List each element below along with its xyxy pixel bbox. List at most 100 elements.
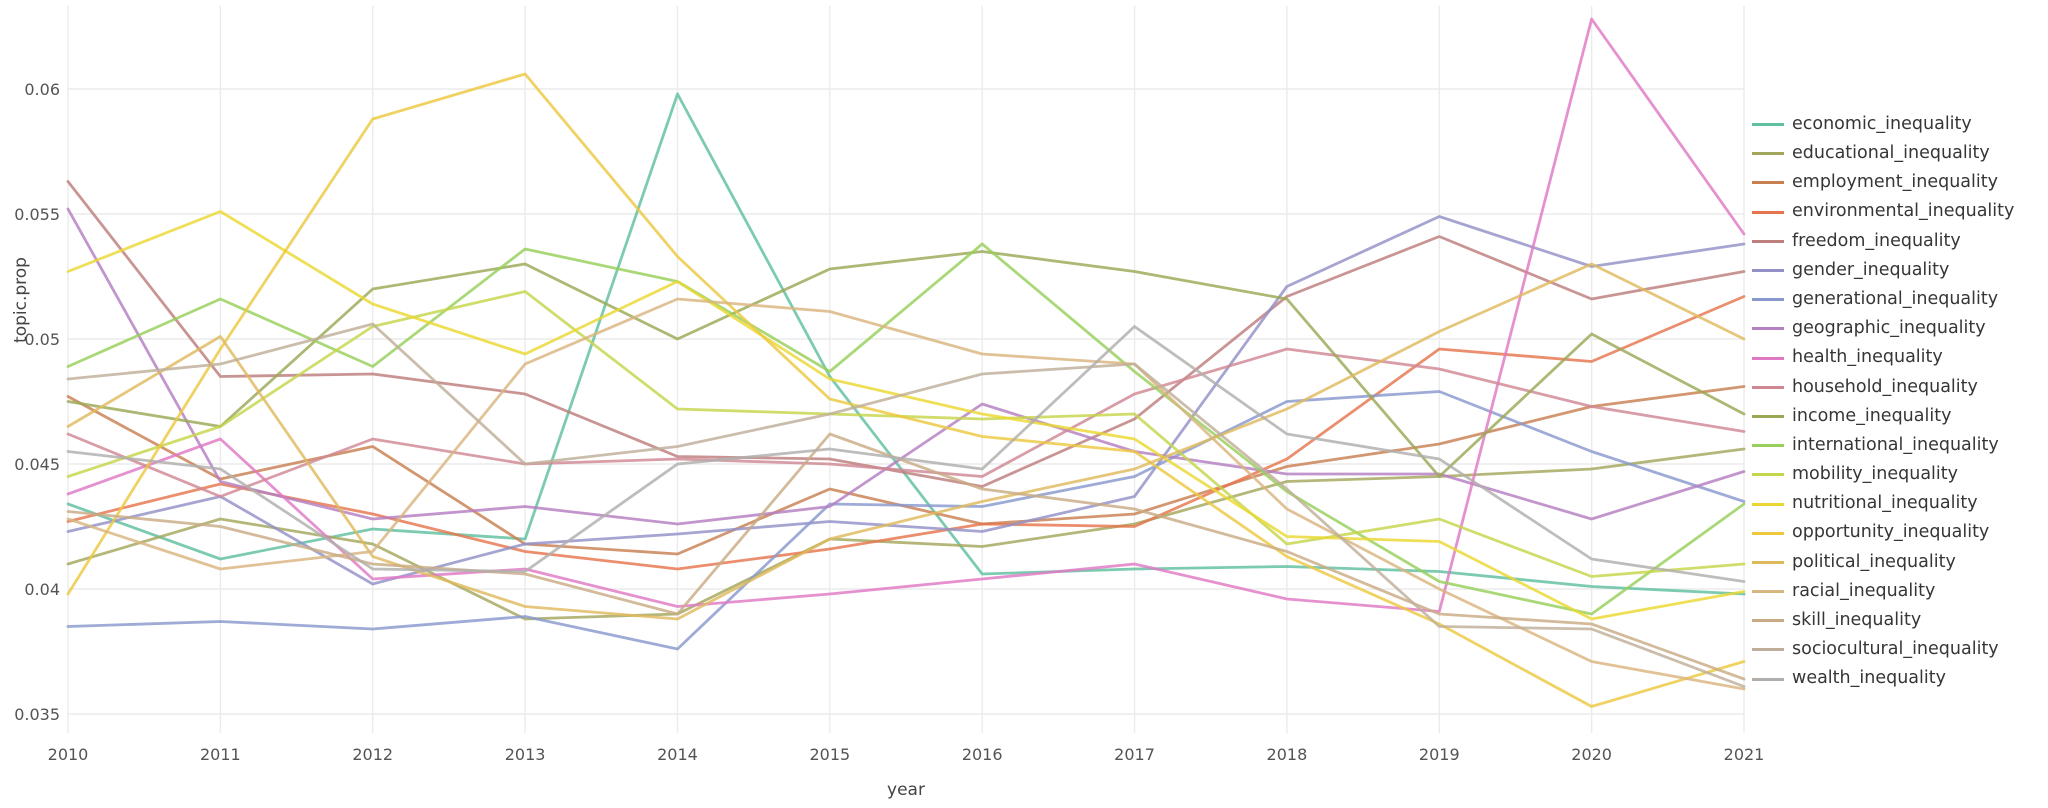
legend-item-sociocultural_inequality[interactable]: sociocultural_inequality	[1752, 635, 2014, 664]
legend-label: freedom_inequality	[1792, 230, 1961, 251]
legend-label: economic_inequality	[1792, 113, 1972, 134]
gridlines	[67, 6, 1745, 733]
legend-label: generational_inequality	[1792, 288, 1999, 309]
legend-item-educational_inequality[interactable]: educational_inequality	[1752, 139, 2014, 168]
legend-swatch	[1752, 239, 1784, 243]
x-tick-label: 2017	[1114, 745, 1155, 764]
y-tick-label: 0.05	[24, 330, 60, 349]
legend-swatch	[1752, 327, 1784, 331]
y-tick-label: 0.045	[14, 455, 60, 474]
legend-item-freedom_inequality[interactable]: freedom_inequality	[1752, 227, 2014, 256]
legend-label: income_inequality	[1792, 405, 1952, 426]
legend-item-mobility_inequality[interactable]: mobility_inequality	[1752, 460, 2014, 489]
series-line-wealth_inequality	[66, 325, 1746, 583]
legend-item-generational_inequality[interactable]: generational_inequality	[1752, 285, 2014, 314]
legend-swatch	[1752, 123, 1784, 127]
legend-swatch	[1752, 677, 1784, 681]
legend: economic_inequality educational_inequalit…	[1752, 110, 2014, 694]
series-line-geographic_inequality	[66, 207, 1746, 526]
legend-item-wealth_inequality[interactable]: wealth_inequality	[1752, 665, 2014, 694]
legend-item-environmental_inequality[interactable]: environmental_inequality	[1752, 198, 2014, 227]
legend-item-income_inequality[interactable]: income_inequality	[1752, 402, 2014, 431]
legend-item-gender_inequality[interactable]: gender_inequality	[1752, 256, 2014, 285]
legend-label: educational_inequality	[1792, 143, 1990, 164]
series-line-international_inequality	[66, 242, 1746, 616]
x-tick-label: 2019	[1419, 745, 1460, 764]
legend-label: mobility_inequality	[1792, 464, 1959, 485]
y-tick-label: 0.06	[24, 80, 60, 99]
legend-label: skill_inequality	[1792, 610, 1922, 631]
legend-label: political_inequality	[1792, 551, 1956, 572]
x-tick-label: 2018	[1267, 745, 1308, 764]
series-line-racial_inequality	[66, 297, 1746, 691]
series-line-sociocultural_inequality	[66, 322, 1746, 688]
x-axis-title: year	[887, 780, 925, 800]
legend-label: household_inequality	[1792, 376, 1978, 397]
series-line-opportunity_inequality	[66, 72, 1746, 708]
legend-item-nutritional_inequality[interactable]: nutritional_inequality	[1752, 489, 2014, 518]
legend-swatch	[1752, 531, 1784, 535]
legend-item-geographic_inequality[interactable]: geographic_inequality	[1752, 314, 2014, 343]
legend-swatch	[1752, 619, 1784, 623]
series-line-income_inequality	[66, 250, 1746, 478]
series-line-nutritional_inequality	[66, 210, 1746, 621]
legend-swatch	[1752, 444, 1784, 448]
legend-item-employment_inequality[interactable]: employment_inequality	[1752, 168, 2014, 197]
legend-label: opportunity_inequality	[1792, 522, 1990, 543]
legend-swatch	[1752, 590, 1784, 594]
legend-label: health_inequality	[1792, 347, 1943, 368]
series-line-economic_inequality	[66, 92, 1746, 596]
legend-swatch	[1752, 269, 1784, 273]
legend-item-political_inequality[interactable]: political_inequality	[1752, 548, 2014, 577]
x-tick-label: 2014	[657, 745, 698, 764]
series-line-health_inequality	[66, 17, 1746, 613]
series-line-household_inequality	[66, 347, 1746, 498]
legend-item-skill_inequality[interactable]: skill_inequality	[1752, 606, 2014, 635]
legend-label: racial_inequality	[1792, 580, 1936, 601]
series-line-political_inequality	[66, 262, 1746, 621]
legend-item-racial_inequality[interactable]: racial_inequality	[1752, 577, 2014, 606]
y-axis-title: topic.prop	[11, 257, 31, 343]
legend-label: nutritional_inequality	[1792, 493, 1978, 514]
legend-swatch	[1752, 152, 1784, 156]
series-line-gender_inequality	[66, 215, 1746, 586]
series-line-freedom_inequality	[66, 180, 1746, 488]
legend-item-household_inequality[interactable]: household_inequality	[1752, 373, 2014, 402]
legend-swatch	[1752, 385, 1784, 389]
legend-item-international_inequality[interactable]: international_inequality	[1752, 431, 2014, 460]
x-tick-label: 2010	[48, 745, 89, 764]
x-tick-label: 2016	[962, 745, 1003, 764]
y-tick-label: 0.035	[14, 705, 60, 724]
y-tick-label: 0.04	[24, 580, 60, 599]
legend-item-economic_inequality[interactable]: economic_inequality	[1752, 110, 2014, 139]
legend-label: international_inequality	[1792, 434, 1999, 455]
x-tick-label: 2011	[200, 745, 241, 764]
x-tick-label: 2013	[505, 745, 546, 764]
legend-label: gender_inequality	[1792, 259, 1950, 280]
legend-swatch	[1752, 210, 1784, 214]
legend-label: employment_inequality	[1792, 172, 1998, 193]
legend-swatch	[1752, 502, 1784, 506]
legend-item-health_inequality[interactable]: health_inequality	[1752, 344, 2014, 373]
x-tick-label: 2020	[1571, 745, 1612, 764]
series-lines	[66, 17, 1746, 708]
series-line-generational_inequality	[66, 390, 1746, 651]
x-tick-label: 2021	[1724, 745, 1765, 764]
legend-label: geographic_inequality	[1792, 318, 1986, 339]
legend-swatch	[1752, 181, 1784, 185]
legend-label: environmental_inequality	[1792, 201, 2015, 222]
legend-swatch	[1752, 560, 1784, 564]
series-line-environmental_inequality	[66, 295, 1746, 571]
y-tick-label: 0.055	[14, 205, 60, 224]
x-tick-label: 2012	[352, 745, 393, 764]
legend-item-opportunity_inequality[interactable]: opportunity_inequality	[1752, 519, 2014, 548]
legend-swatch	[1752, 356, 1784, 360]
legend-swatch	[1752, 414, 1784, 418]
legend-swatch	[1752, 473, 1784, 477]
x-tick-label: 2015	[809, 745, 850, 764]
legend-swatch	[1752, 298, 1784, 302]
series-line-skill_inequality	[66, 432, 1746, 681]
legend-label: sociocultural_inequality	[1792, 639, 1999, 660]
